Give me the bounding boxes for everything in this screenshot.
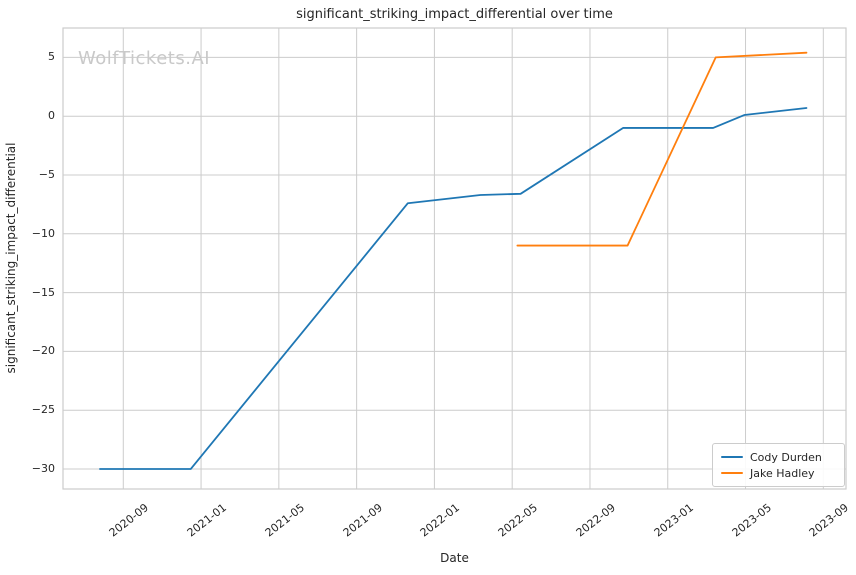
y-tick-label: −20 bbox=[31, 344, 55, 358]
legend-label: Jake Hadley bbox=[750, 466, 815, 480]
series-line-cody-durden bbox=[99, 107, 808, 470]
y-tick-label: −30 bbox=[31, 462, 55, 475]
legend-entry: Cody Durden bbox=[721, 449, 836, 465]
legend-line-swatch bbox=[721, 472, 743, 474]
legend-entry: Jake Hadley bbox=[721, 465, 836, 481]
y-tick-label: −25 bbox=[31, 403, 55, 417]
axes-border bbox=[62, 27, 847, 490]
chart-title: significant_striking_impact_differential… bbox=[296, 7, 613, 22]
legend-line-swatch bbox=[721, 456, 743, 458]
y-tick-label: 0 bbox=[48, 109, 55, 123]
series-line-jake-hadley bbox=[516, 51, 808, 247]
legend: Cody Durden Jake Hadley bbox=[712, 443, 845, 487]
y-tick-label: −15 bbox=[31, 285, 55, 299]
legend-label: Cody Durden bbox=[750, 450, 822, 464]
y-tick-label: −5 bbox=[38, 168, 55, 181]
y-tick-label: 5 bbox=[48, 50, 55, 64]
y-tick-label: −10 bbox=[31, 226, 55, 240]
x-axis-label: Date bbox=[440, 551, 469, 565]
watermark: WolfTickets.AI bbox=[78, 48, 211, 69]
